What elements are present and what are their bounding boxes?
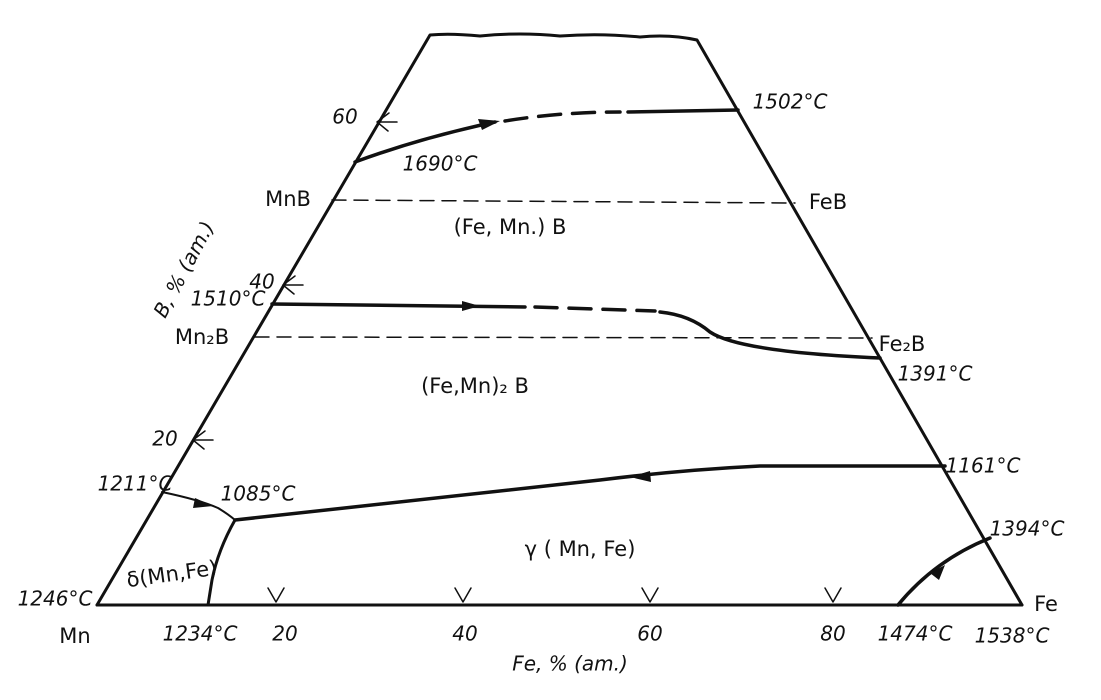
temperature-label: 1474°C xyxy=(878,622,953,646)
corner-label: Fe xyxy=(1034,592,1058,616)
temperature-label: 1234°C xyxy=(163,622,238,646)
phase-label: δ(Mn,Fe) xyxy=(125,556,219,592)
temperature-label: 1161°C xyxy=(946,454,1021,478)
compound-label: FeB xyxy=(809,190,847,214)
phase-label: (Fe, Mn.) B xyxy=(454,215,567,239)
temperature-label: 1510°C xyxy=(191,287,266,311)
temperature-label: 1211°C xyxy=(98,472,173,496)
compound-label: Mn₂B xyxy=(175,325,229,349)
bottom-tick-label: 60 xyxy=(637,622,662,646)
left-tick-label: 20 xyxy=(152,427,177,451)
bottom-tick-label: 80 xyxy=(820,622,845,646)
compound-label: Fe₂B xyxy=(879,332,926,356)
temperature-label: 1502°C xyxy=(753,90,828,114)
bottom-tick-label: 40 xyxy=(452,622,477,646)
phase-label: (Fe,Mn)₂ B xyxy=(421,374,529,398)
bottom-axis-label: Fe, % (am.) xyxy=(512,652,628,676)
phase-label: γ ( Mn, Fe) xyxy=(525,537,636,561)
temperature-label: 1690°C xyxy=(403,152,478,176)
left-tick-label: 40 xyxy=(249,270,274,294)
temperature-label: 1391°C xyxy=(898,362,973,386)
temperature-label: 1538°C xyxy=(975,624,1050,648)
diagram-lines xyxy=(95,32,1024,607)
bottom-tick-label: 20 xyxy=(272,622,297,646)
compound-label: MnB xyxy=(265,187,311,211)
temperature-label: 1394°C xyxy=(990,517,1065,541)
corner-label: Mn xyxy=(59,624,90,648)
temperature-label: 1085°C xyxy=(221,482,296,506)
temperature-label: 1246°C xyxy=(18,587,93,611)
left-tick-label: 60 xyxy=(332,105,357,129)
